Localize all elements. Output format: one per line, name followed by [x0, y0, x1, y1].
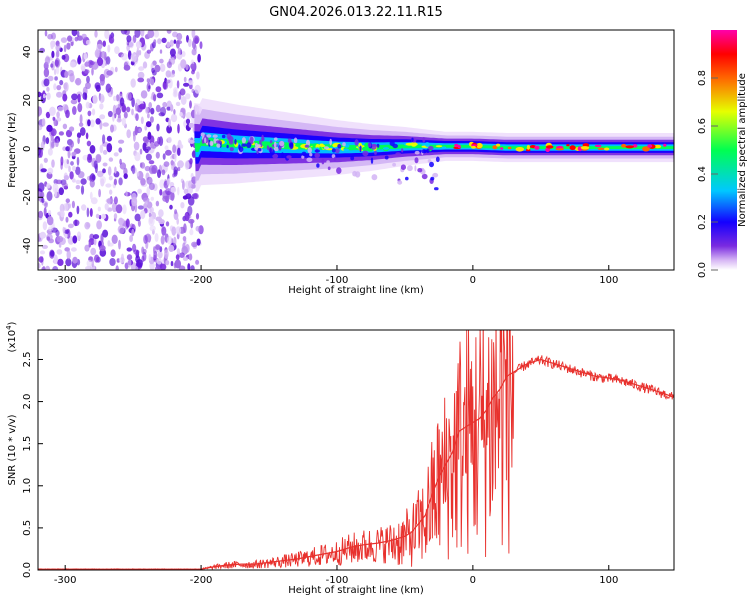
- colorbar-tick-label: 0.2: [697, 214, 708, 230]
- x-tick-label: 100: [599, 275, 618, 286]
- noise-speckle: [38, 30, 204, 270]
- y-tick-label: 0.0: [22, 562, 33, 578]
- snr-x-label: Height of straight line (km): [288, 585, 424, 596]
- colorbar-tick-label: 0.8: [697, 70, 708, 86]
- x-tick-label: -100: [326, 275, 349, 286]
- x-tick-label: 0: [470, 275, 476, 286]
- figure-title: GN04.2026.013.22.11.R15: [269, 5, 443, 20]
- snr-y-label: SNR (10 * v/v): [7, 414, 18, 485]
- colorbar-ticks: 0.0 0.2 0.4 0.6 0.8: [697, 70, 718, 278]
- spectrogram-x-axis: -300 -200 -100 0 100: [54, 265, 618, 286]
- colorbar-label: Normalized spectral amplitude: [737, 73, 748, 227]
- y-tick-label: 0.5: [22, 520, 33, 536]
- y-tick-label: -20: [22, 189, 33, 205]
- y-tick-label: 40: [22, 45, 33, 58]
- colorbar: 0.0 0.2 0.4 0.6 0.8 Normalized spectral ampl…: [697, 30, 748, 278]
- spectrogram-y-label: Frequency (Hz): [7, 112, 18, 188]
- spectrogram-x-label: Height of straight line (km): [288, 285, 424, 296]
- spectral-ridge: [194, 98, 674, 192]
- y-tick-label: 1.0: [22, 478, 33, 494]
- y-tick-label: 1.5: [22, 436, 33, 452]
- y-tick-label: 2.0: [22, 394, 33, 410]
- snr-x-axis: -300 -200 -100 0 100: [54, 565, 618, 586]
- x-tick-label: 100: [599, 575, 618, 586]
- x-tick-label: -300: [54, 575, 77, 586]
- x-tick-label: -100: [326, 575, 349, 586]
- y-tick-label: 2.5: [22, 352, 33, 368]
- colorbar-tick-label: 0.0: [697, 262, 708, 278]
- y-tick-label: -40: [22, 238, 33, 254]
- colorbar-gradient: [711, 30, 737, 270]
- colorbar-tick-label: 0.4: [697, 166, 708, 182]
- spectrogram-plot-area: [38, 30, 674, 270]
- x-tick-label: -300: [54, 275, 77, 286]
- y-tick-label: 0: [22, 146, 33, 152]
- x-tick-label: 0: [470, 575, 476, 586]
- x-tick-label: -200: [190, 575, 213, 586]
- snr-y-multiplier: (x104): [5, 321, 18, 352]
- snr-background: [38, 330, 674, 570]
- spectrogram-frame: [37, 29, 675, 271]
- snr-series-line: [38, 358, 674, 570]
- snr-plot-area: [38, 330, 674, 570]
- y-tick-label: 20: [22, 94, 33, 107]
- snr-panel: -300 -200 -100 0 100 0.0 0.5 1.0 1.5 2.0 2.5 Heig…: [5, 321, 675, 596]
- snr-y-axis: 0.0 0.5 1.0 1.5 2.0 2.5: [22, 352, 43, 578]
- x-tick-label: -200: [190, 275, 213, 286]
- spectrogram-y-axis: -40 -20 0 20 40: [22, 45, 43, 254]
- colorbar-tick-label: 0.6: [697, 118, 708, 134]
- snr-frame: [37, 329, 675, 571]
